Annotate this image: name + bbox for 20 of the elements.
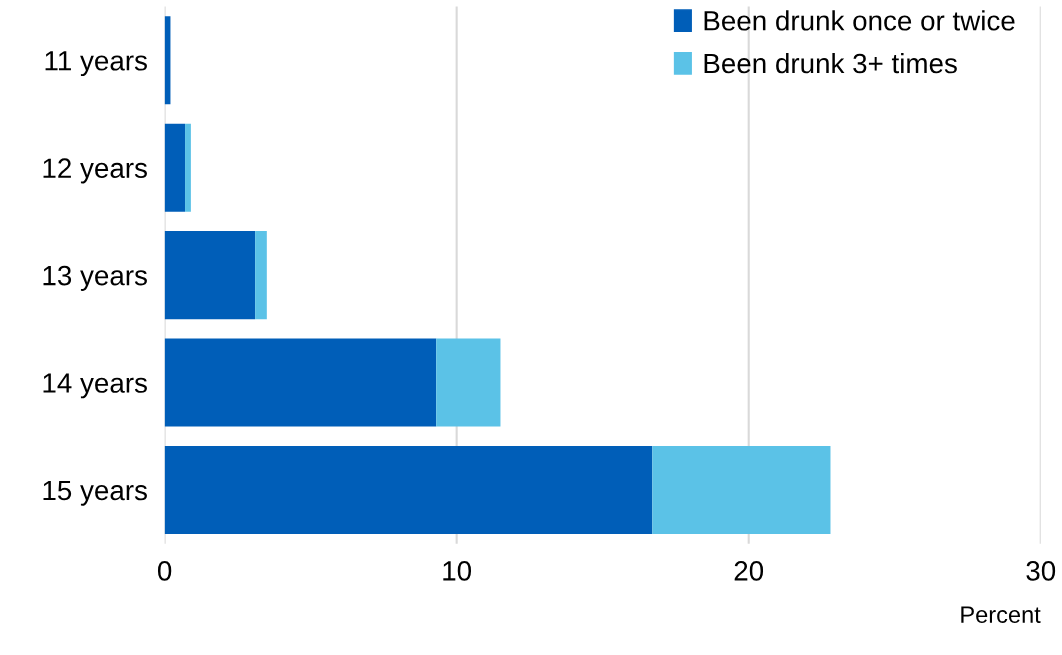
y-tick-label: 15 years: [43, 480, 147, 506]
legend-label: Been drunk 3+ times: [704, 52, 957, 74]
x-tick-label: 20: [734, 561, 764, 581]
bar: [164, 338, 437, 427]
bar: [255, 231, 267, 320]
x-tick-label: 30: [1026, 561, 1056, 581]
bar: [164, 123, 186, 212]
x-axis-title: Percent: [961, 606, 1041, 623]
bar: [164, 445, 653, 534]
y-tick-label: 13 years: [43, 265, 147, 291]
bar: [185, 123, 191, 212]
legend-label: Been drunk once or twice: [704, 10, 1015, 31]
y-tick-label: 11 years: [45, 51, 147, 77]
bar: [652, 445, 831, 534]
y-tick-label: 14 years: [43, 373, 147, 399]
x-tick-label: 0: [157, 561, 172, 581]
bar: [436, 338, 501, 427]
x-tick-label: 10: [443, 561, 472, 581]
bar: [164, 231, 256, 320]
y-tick-label: 12 years: [43, 158, 147, 184]
